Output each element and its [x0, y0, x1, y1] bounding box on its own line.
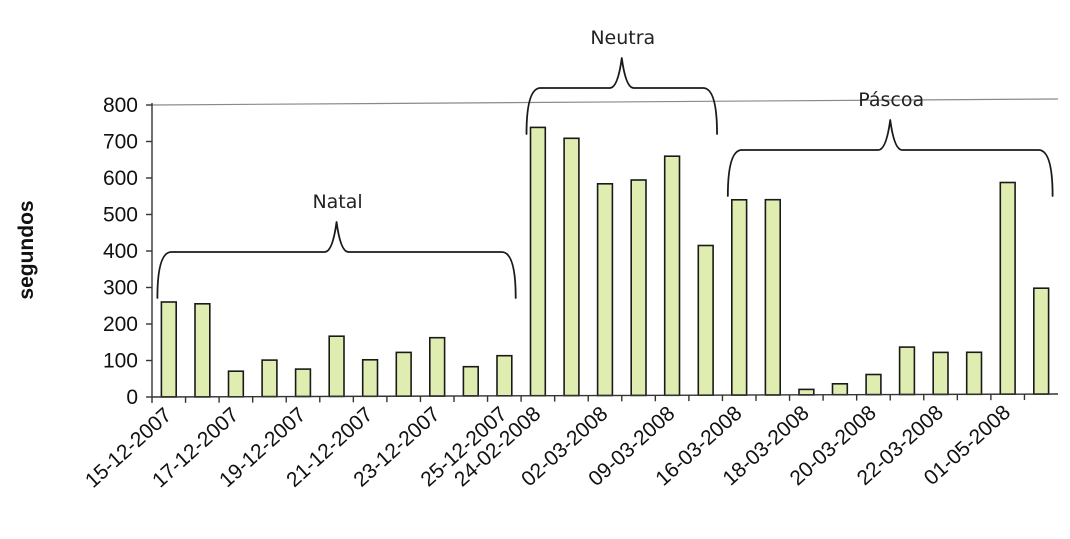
bar-20-03-2008 [866, 375, 881, 395]
bar-20-12-2007 [329, 336, 344, 396]
y-tick-label: 0 [126, 386, 138, 409]
bar-10-03-2008 [698, 246, 713, 396]
bar-25-02-2008 [564, 138, 579, 395]
bar-23-12-2007 [430, 338, 445, 396]
bar-16-12-2007 [195, 304, 210, 397]
bar-15-12-2007 [161, 302, 176, 397]
brace-Natal [157, 222, 515, 298]
bar-24-02-2008 [531, 127, 546, 395]
y-axis-title: segundos [15, 200, 38, 299]
bar-01-05-2008 [1000, 183, 1015, 395]
bar-03-03-2008 [631, 180, 646, 395]
bar-09-03-2008 [665, 156, 680, 395]
bar-17-03-2008 [765, 200, 780, 395]
bar-19-03-2008 [833, 384, 848, 395]
annotation-label: Páscoa [858, 89, 924, 111]
bar-23-03-2008 [967, 352, 982, 394]
y-tick-label: 600 [103, 167, 138, 190]
bar-22-12-2007 [396, 352, 411, 396]
bar-02-05-2008 [1034, 288, 1049, 394]
brace-Neutra [527, 58, 718, 134]
bar-16-03-2008 [732, 200, 747, 395]
bar-21-12-2007 [363, 360, 378, 397]
y-tick-label: 800 [103, 94, 138, 117]
y-tick-label: 400 [103, 240, 138, 263]
annotation-label: Natal [312, 191, 362, 213]
y-tick-label: 700 [103, 131, 138, 154]
y-tick-label: 100 [103, 350, 138, 373]
bar-22-03-2008 [933, 352, 948, 394]
bar-02-03-2008 [598, 184, 613, 396]
bar-17-12-2007 [229, 371, 244, 397]
bars-layer [161, 127, 1048, 397]
bar-24-12-2007 [463, 367, 478, 396]
y-tick-labels: 0 100 200 300 400 500 600 700 800 [103, 94, 138, 409]
y-tick-label: 200 [103, 313, 138, 336]
bar-18-12-2007 [262, 360, 277, 397]
bar-19-12-2007 [296, 369, 311, 396]
x-tick-labels: 15-12-200717-12-200719-12-200721-12-2007… [81, 401, 1015, 493]
y-tick-label: 300 [103, 277, 138, 300]
annotation-label: Neutra [590, 27, 655, 49]
bar-25-12-2007 [497, 356, 512, 396]
bar-21-03-2008 [900, 347, 915, 394]
bar-18-03-2008 [799, 389, 814, 395]
y-tick-label: 500 [103, 204, 138, 227]
